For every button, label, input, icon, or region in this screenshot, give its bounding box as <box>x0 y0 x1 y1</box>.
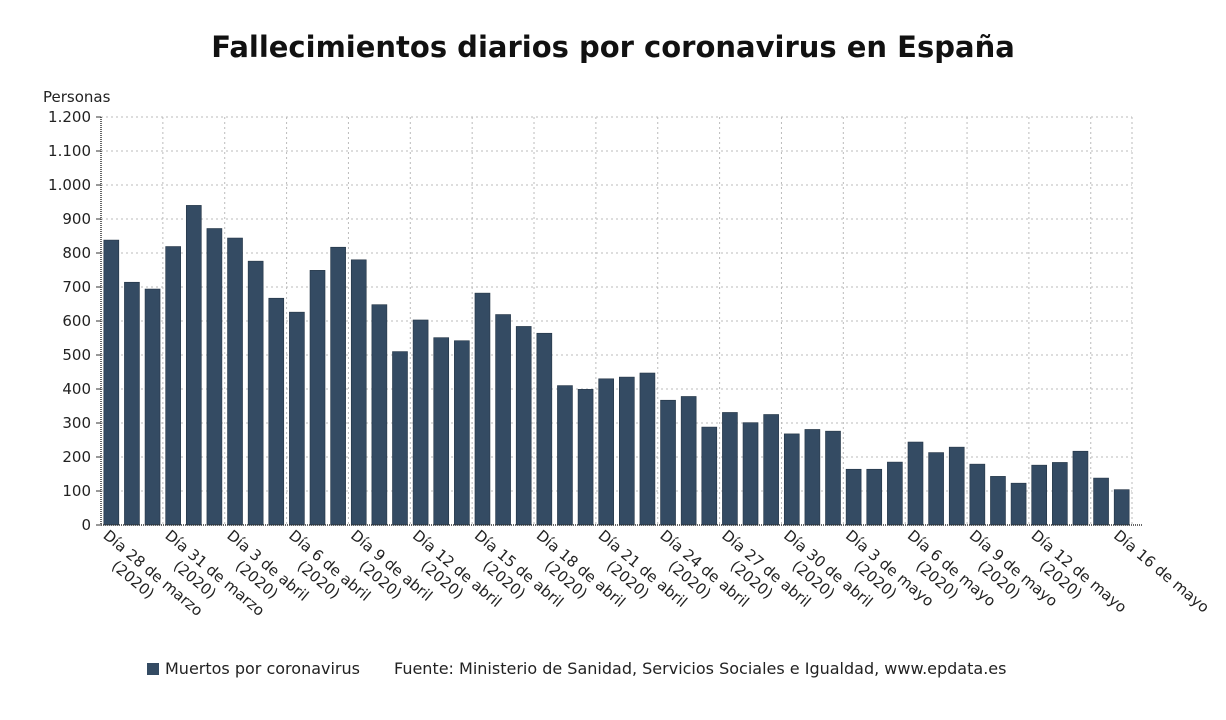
source-note: Fuente: Ministerio de Sanidad, Servicios… <box>393 659 1007 678</box>
bar <box>1031 464 1048 526</box>
bar <box>557 385 573 526</box>
bars <box>103 205 1130 526</box>
bar <box>1010 482 1027 526</box>
bar <box>144 288 161 526</box>
y-tick-label: 1.000 <box>48 176 91 194</box>
bar <box>742 422 759 526</box>
bar <box>309 270 326 526</box>
bar <box>1072 450 1089 526</box>
bar <box>990 476 1006 526</box>
bar <box>577 389 594 526</box>
chart-title: Fallecimientos diarios por coronavirus e… <box>211 30 1015 64</box>
bar <box>639 372 656 526</box>
bar <box>227 237 243 526</box>
bar <box>454 340 470 526</box>
y-ticks: 0 100 200 300 400 500 600 700 800 900 1.000 1.100 1.… <box>48 108 102 534</box>
bar <box>660 399 676 526</box>
bar <box>103 239 120 526</box>
bar <box>680 396 697 526</box>
bar <box>268 297 285 526</box>
bar <box>845 468 862 526</box>
bar <box>701 426 718 526</box>
bar <box>907 441 924 526</box>
bar <box>350 259 367 526</box>
legend-label: Muertos por coronavirus <box>165 659 360 678</box>
bar <box>1113 489 1130 526</box>
bar <box>330 246 346 526</box>
bar <box>165 246 181 526</box>
bar <box>433 337 450 526</box>
y-tick-label: 0 <box>81 516 91 534</box>
bar <box>495 314 511 526</box>
bar <box>247 260 264 526</box>
bar <box>763 414 779 526</box>
y-tick-label: 800 <box>62 244 91 262</box>
bar <box>412 319 429 526</box>
bar <box>392 351 408 526</box>
bar <box>1052 462 1068 526</box>
y-tick-label: 200 <box>62 448 91 466</box>
bar <box>948 446 965 526</box>
y-tick-label: 600 <box>62 312 91 330</box>
y-tick-label: 1.100 <box>48 142 91 160</box>
bar <box>722 412 738 526</box>
y-tick-label: 700 <box>62 278 91 296</box>
y-tick-label: 300 <box>62 414 91 432</box>
y-tick-label: 1.200 <box>48 108 91 126</box>
bar <box>969 463 986 526</box>
y-tick-label: 900 <box>62 210 91 228</box>
bar <box>619 376 635 526</box>
bar <box>474 292 491 526</box>
y-tick-label: 100 <box>62 482 91 500</box>
bar <box>598 378 614 526</box>
bar <box>928 452 944 526</box>
bar <box>804 429 821 526</box>
bar <box>206 228 223 526</box>
y-tick-label: 500 <box>62 346 91 364</box>
y-tick-label: 400 <box>62 380 91 398</box>
bar <box>289 311 305 526</box>
bar <box>1093 477 1109 526</box>
bar <box>887 461 903 526</box>
legend: Muertos por coronavirus Fuente: Minister… <box>147 659 1006 678</box>
legend-swatch <box>147 662 159 675</box>
bar <box>371 304 388 526</box>
bar <box>783 433 800 526</box>
bar <box>515 326 532 526</box>
y-axis-label: Personas <box>43 88 111 106</box>
bar <box>124 281 140 526</box>
bar <box>825 430 841 526</box>
bar <box>866 468 883 526</box>
bar <box>536 332 553 526</box>
x-ticks: Día 28 de marzo(2020) Día 31 de marzo(202… <box>100 524 1213 620</box>
bar <box>185 205 202 526</box>
